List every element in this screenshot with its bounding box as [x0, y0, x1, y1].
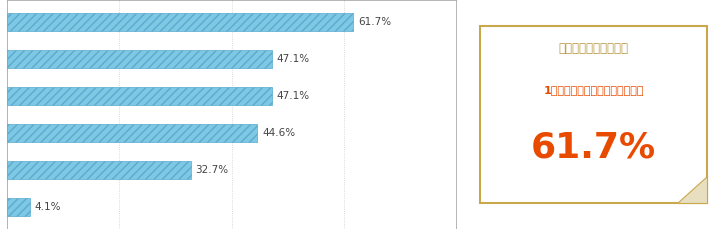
FancyBboxPatch shape	[481, 26, 707, 203]
Text: 47.1%: 47.1%	[276, 91, 309, 101]
Text: 1位：安定した副収入が得られる: 1位：安定した副収入が得られる	[544, 85, 644, 95]
Text: 44.6%: 44.6%	[262, 128, 295, 138]
Bar	[7, 198, 30, 216]
Polygon shape	[678, 176, 707, 203]
Bar	[7, 161, 190, 179]
Bar	[7, 13, 353, 31]
Bar	[7, 87, 272, 105]
Bar	[7, 50, 272, 68]
Text: 47.1%: 47.1%	[276, 54, 309, 64]
Text: 61.7%: 61.7%	[531, 131, 656, 164]
Text: 61.7%: 61.7%	[358, 17, 391, 27]
Bar	[7, 124, 258, 142]
Text: 4.1%: 4.1%	[35, 202, 62, 212]
Text: 不動産投資のメリット: 不動産投資のメリット	[559, 42, 628, 55]
Text: 32.7%: 32.7%	[195, 165, 228, 175]
